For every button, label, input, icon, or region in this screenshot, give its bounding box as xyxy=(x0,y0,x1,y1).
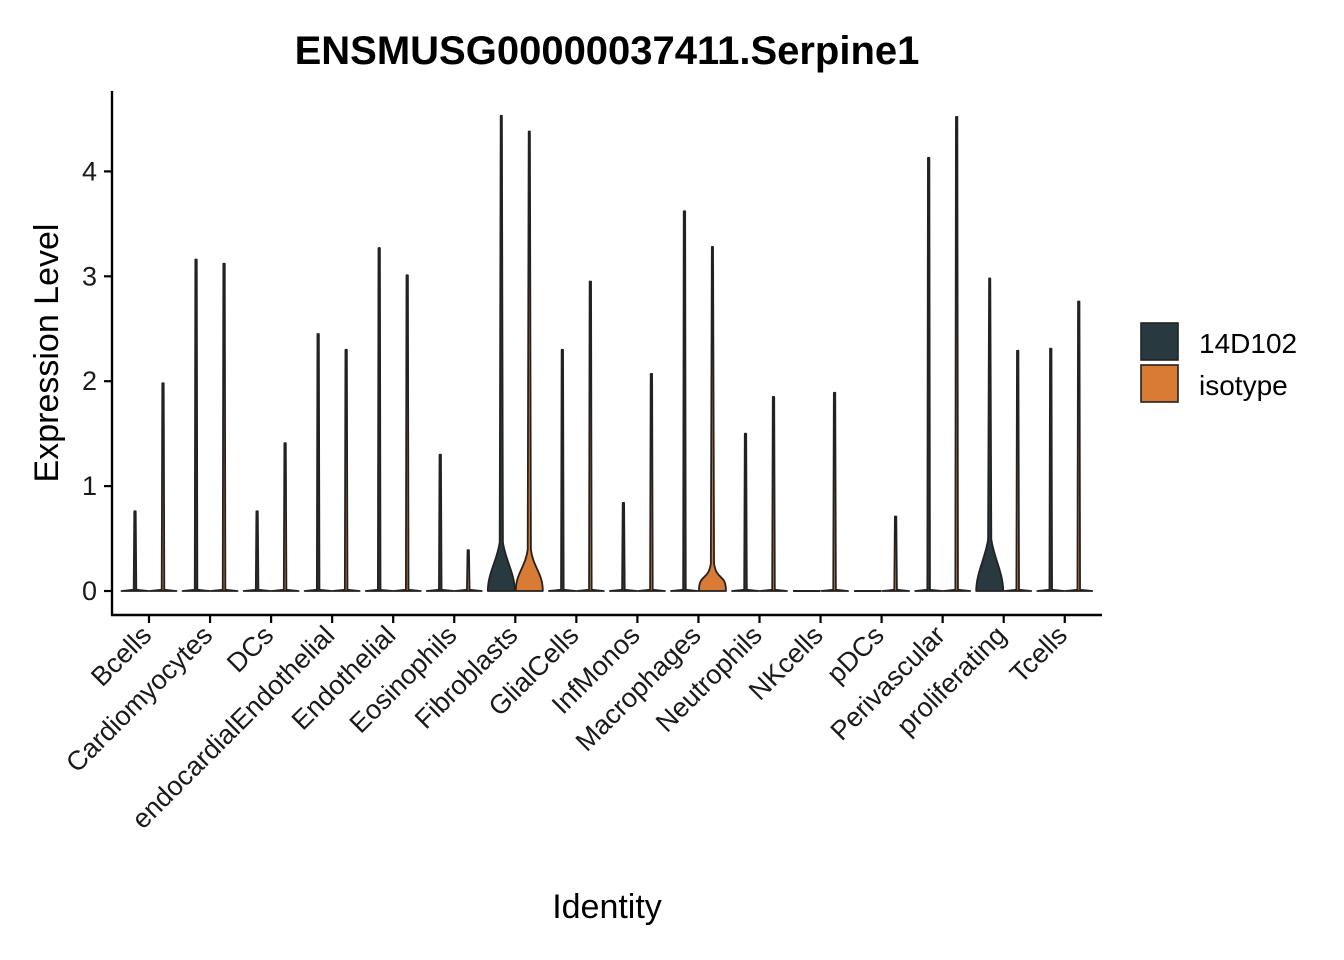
y-tick-label: 0 xyxy=(82,576,97,606)
legend-key-14d102 xyxy=(1140,322,1179,361)
legend-key-isotype xyxy=(1140,364,1179,403)
violin-14D102-Perivascular xyxy=(914,156,944,592)
violin-14D102-InfMonos xyxy=(609,501,638,592)
violin-14D102-Fibroblasts xyxy=(486,114,516,592)
legend-label-isotype: isotype xyxy=(1199,370,1288,401)
violin-14D102-Neutrophils xyxy=(731,432,760,592)
chart-title: ENSMUSG00000037411.Serpine1 xyxy=(295,29,920,73)
violin-14D102-endocardialEndothelial xyxy=(303,333,333,592)
violin-14D102-GlialCells xyxy=(547,348,577,592)
x-axis-title: Identity xyxy=(552,888,662,926)
y-tick-label: 3 xyxy=(82,261,97,291)
violin-isotype-Tcells xyxy=(1064,300,1094,592)
violin-14D102-Endothelial xyxy=(364,247,394,592)
legend-label-14d102: 14D102 xyxy=(1199,328,1297,359)
plot-area xyxy=(120,114,1094,592)
violin-isotype-NKcells xyxy=(820,391,849,592)
y-tick-label: 4 xyxy=(82,156,97,186)
violin-isotype-InfMonos xyxy=(637,372,666,592)
y-tick-label: 1 xyxy=(82,471,97,501)
y-axis-title: Expression Level xyxy=(28,224,66,483)
violin-14D102-Tcells xyxy=(1036,347,1066,592)
violin-14D102-Eosinophils xyxy=(425,453,455,592)
violin-isotype-Fibroblasts xyxy=(514,130,544,592)
violin-isotype-DCs xyxy=(270,442,300,592)
legend: 14D102 isotype xyxy=(1140,322,1297,403)
violin-isotype-Cardiomyocytes xyxy=(209,262,239,592)
violin-isotype-Bcells xyxy=(148,382,178,592)
y-tick-label: 2 xyxy=(82,366,97,396)
violin-14D102-Bcells xyxy=(120,510,150,592)
violin-isotype-endocardialEndothelial xyxy=(331,348,361,592)
violin-isotype-Perivascular xyxy=(942,115,972,592)
x-tick-label: Tcells xyxy=(1004,620,1073,689)
violin-isotype-Macrophages xyxy=(698,246,727,592)
violin-isotype-Eosinophils xyxy=(453,549,483,592)
violin-isotype-proliferating xyxy=(1003,349,1033,592)
violin-isotype-Endothelial xyxy=(392,274,422,592)
violin-isotype-Neutrophils xyxy=(759,396,788,592)
violin-isotype-GlialCells xyxy=(575,280,605,592)
violin-14D102-Macrophages xyxy=(670,210,699,592)
violin-14D102-Cardiomyocytes xyxy=(181,258,211,592)
violin-isotype-pDCs xyxy=(881,515,910,592)
violin-14D102-proliferating xyxy=(975,277,1005,592)
violin-14D102-DCs xyxy=(242,510,272,592)
